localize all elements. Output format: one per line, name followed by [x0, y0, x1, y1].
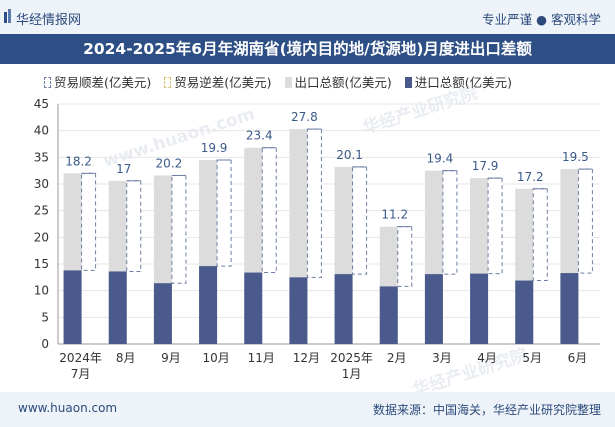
y-tick-label: 5 [41, 310, 49, 324]
x-tick-label: 2025年 [330, 351, 373, 365]
surplus-bar [171, 174, 187, 284]
import-bar [289, 277, 308, 344]
surplus-bar [532, 188, 548, 282]
surplus-bar [216, 159, 232, 267]
y-tick-label: 0 [41, 337, 49, 351]
y-tick-label: 45 [34, 97, 49, 111]
top-bar: 华经情报网 专业严谨 ● 客观科学 [0, 0, 615, 34]
import-bar [424, 274, 443, 344]
import-bar [244, 272, 263, 344]
chart-legend: 贸易顺差(亿美元) 贸易逆差(亿美元) 出口总额(亿美元) 进口总额(亿美元) [44, 72, 604, 92]
tagline: 专业严谨 ● 客观科学 [482, 12, 601, 27]
legend-label-import: 进口总额(亿美元) [414, 75, 513, 90]
data-label: 11.2 [381, 208, 408, 222]
footer-bar: www.huaon.com 数据来源：中国海关，华经产业研究院整理 [0, 392, 615, 427]
brand-name: 华经情报网 [16, 13, 82, 28]
import-bar [153, 283, 172, 344]
legend-swatch-export [284, 77, 292, 88]
x-tick-label: 9月 [161, 351, 181, 365]
data-label: 20.1 [336, 148, 363, 162]
surplus-bar [487, 177, 503, 275]
x-tick-label: 3月 [432, 351, 452, 365]
x-tick-label: 2月 [387, 351, 407, 365]
y-tick-label: 10 [34, 284, 49, 298]
legend-swatch-surplus [44, 77, 51, 88]
surplus-bar [126, 180, 142, 272]
x-tick-label: 6月 [568, 351, 588, 365]
data-label: 18.2 [65, 154, 92, 168]
legend-label-surplus: 贸易顺差(亿美元) [54, 75, 152, 90]
legend-export: 出口总额(亿美元) [284, 72, 392, 91]
footer-url: www.huaon.com [18, 401, 118, 415]
y-tick-label: 20 [34, 230, 49, 244]
import-bar [560, 273, 579, 344]
chart-title: 2024-2025年6月年湖南省(境内目的地/货源地)月度进出口差额 [83, 40, 532, 58]
footer-source: 数据来源：中国海关，华经产业研究院整理 [372, 403, 601, 417]
import-bar [199, 266, 218, 344]
data-label: 17.9 [472, 159, 499, 173]
data-label: 19.4 [427, 152, 454, 166]
import-bar [334, 274, 353, 344]
data-label: 20.2 [156, 156, 183, 170]
x-tick-label: 7月 [71, 367, 91, 381]
legend-deficit: 贸易逆差(亿美元) [164, 72, 272, 91]
y-tick-label: 40 [34, 124, 49, 138]
surplus-bar [306, 128, 322, 278]
x-tick-label: 4月 [477, 351, 497, 365]
legend-surplus: 贸易顺差(亿美元) [44, 72, 151, 91]
y-tick-label: 30 [34, 177, 49, 191]
x-tick-label: 12月 [293, 351, 320, 365]
data-label: 23.4 [246, 129, 273, 143]
y-tick-label: 35 [34, 150, 49, 164]
y-tick-label: 15 [34, 257, 49, 271]
legend-swatch-deficit [164, 77, 172, 88]
title-bar: 2024-2025年6月年湖南省(境内目的地/货源地)月度进出口差额 [0, 34, 615, 64]
import-bar [470, 273, 489, 344]
surplus-bar [442, 170, 458, 275]
legend-label-deficit: 贸易逆差(亿美元) [174, 75, 272, 90]
surplus-bar [577, 168, 593, 274]
logo-icon [4, 9, 11, 23]
x-tick-label: 11月 [248, 351, 275, 365]
data-label: 27.8 [291, 110, 318, 124]
import-bar [108, 271, 127, 344]
surplus-bar [352, 166, 368, 275]
surplus-bar [397, 226, 413, 287]
x-tick-label: 1月 [342, 367, 362, 381]
surplus-bar [261, 147, 277, 274]
import-bar [379, 286, 398, 344]
data-label: 17.2 [517, 170, 544, 184]
import-bar [63, 270, 82, 344]
legend-import: 进口总额(亿美元) [404, 72, 513, 91]
y-tick-label: 25 [34, 204, 49, 218]
data-label: 19.5 [562, 150, 589, 164]
legend-label-export: 出口总额(亿美元) [294, 75, 392, 90]
x-tick-label: 5月 [522, 351, 542, 365]
x-tick-label: 8月 [116, 351, 136, 365]
data-label: 17 [116, 162, 131, 176]
x-tick-label: 10月 [202, 351, 229, 365]
surplus-bar [81, 172, 97, 271]
x-tick-label: 2024年 [59, 351, 102, 365]
import-bar [515, 280, 534, 344]
legend-swatch-import [404, 77, 412, 88]
data-label: 19.9 [201, 141, 228, 155]
